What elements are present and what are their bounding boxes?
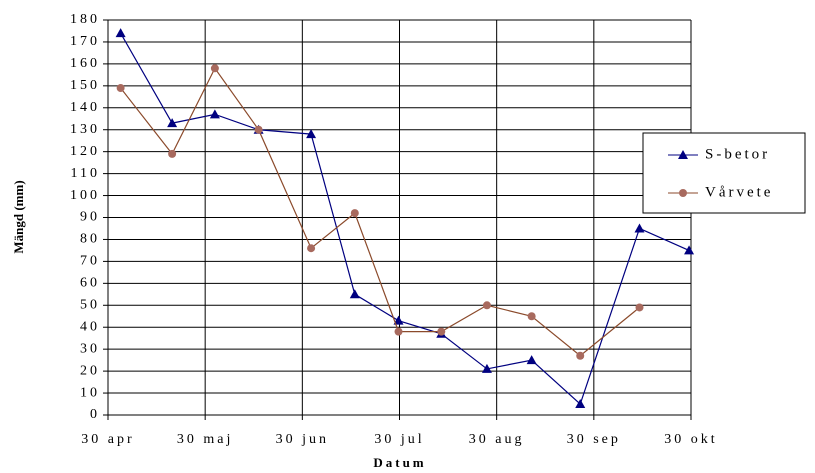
legend-marker [678,150,688,159]
point [115,28,126,38]
x-tick-label: 30 apr [81,432,134,447]
y-axis-title: Mängd (mm) [11,180,26,253]
point [116,84,125,93]
legend-label: Vårvete [705,184,773,200]
y-tick-label: 120 [70,144,100,159]
y-tick-label: 110 [71,166,100,181]
x-tick-label: 30 aug [469,432,525,447]
point [576,351,585,360]
legend-box [642,132,806,214]
y-tick-label: 140 [70,100,100,115]
point [306,129,317,139]
point [350,209,359,218]
x-tick-label: 30 okt [664,432,717,447]
y-tick-label: 20 [80,363,100,378]
y-tick-label: 150 [70,78,100,93]
point [437,327,446,336]
y-tick-label: 0 [90,407,100,422]
point [210,64,219,73]
point [575,399,586,409]
y-tick-label: 130 [70,122,100,137]
y-tick-label: 30 [80,341,100,356]
legend-label: S-betor [705,146,770,162]
point [527,312,536,321]
point [393,315,404,325]
legend-marker [679,189,687,197]
point [349,289,360,299]
point [635,303,644,312]
point [394,327,403,336]
series-line [120,67,640,357]
y-tick-label: 40 [80,319,100,334]
x-axis-title: Datum [373,455,426,470]
x-tick-label: 30 jul [374,432,424,447]
x-tick-label: 30 maj [177,432,234,447]
series-line [120,32,690,406]
point [307,244,316,253]
y-tick-label: 180 [70,12,100,27]
y-tick-label: 160 [70,56,100,71]
point [209,109,220,119]
y-tick-label: 170 [70,34,100,49]
point [684,245,695,255]
point [482,301,491,310]
y-tick-label: 50 [80,297,100,312]
y-tick-label: 10 [80,385,100,400]
x-tick-label: 30 sep [567,432,621,447]
y-tick-label: 70 [80,254,100,269]
point [481,363,492,373]
y-tick-label: 90 [80,210,100,225]
y-tick-label: 60 [80,276,100,291]
y-tick-label: 80 [80,232,100,247]
x-tick-label: 30 jun [276,432,329,447]
point [254,125,263,134]
point [167,118,178,128]
point [634,223,645,233]
point [168,149,177,158]
point [526,355,537,365]
y-tick-label: 100 [70,188,100,203]
